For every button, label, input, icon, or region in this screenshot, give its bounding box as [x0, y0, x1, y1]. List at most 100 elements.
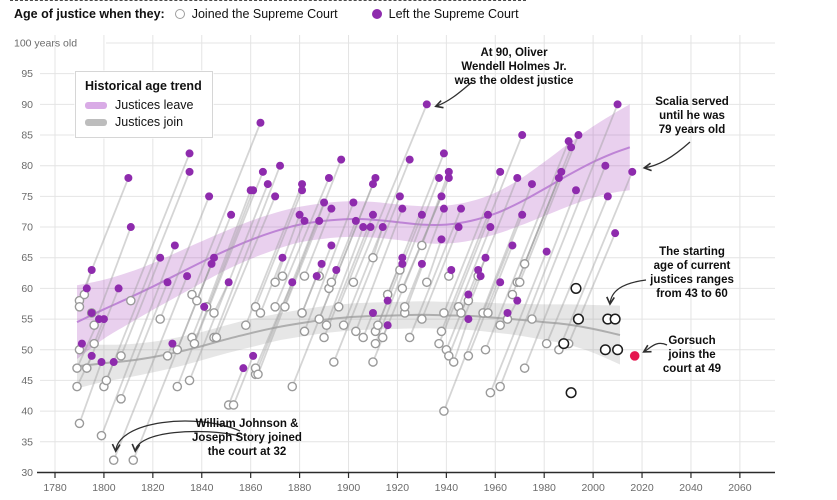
join-point[interactable] — [421, 277, 432, 288]
leave-point[interactable] — [417, 210, 426, 219]
join-point[interactable] — [240, 320, 251, 331]
leave-point[interactable] — [613, 100, 622, 109]
leave-point[interactable] — [327, 204, 336, 213]
join-point[interactable] — [507, 289, 518, 300]
leave-point[interactable] — [474, 265, 483, 274]
join-point[interactable] — [184, 375, 195, 386]
join-point[interactable] — [155, 314, 165, 324]
join-point[interactable] — [333, 302, 344, 312]
current-justice-point[interactable] — [612, 344, 624, 356]
join-point[interactable] — [253, 369, 263, 380]
join-point[interactable] — [348, 277, 359, 288]
join-point[interactable] — [101, 375, 112, 386]
join-point[interactable] — [368, 357, 378, 367]
leave-point[interactable] — [126, 223, 135, 232]
leave-point[interactable] — [170, 241, 179, 250]
join-point[interactable] — [108, 455, 119, 465]
leave-point[interactable] — [185, 167, 194, 176]
join-point[interactable] — [116, 351, 126, 361]
leave-point[interactable] — [476, 272, 485, 281]
leave-point[interactable] — [567, 143, 576, 152]
join-point[interactable] — [128, 455, 139, 465]
leave-point[interactable] — [603, 192, 612, 201]
join-point[interactable] — [314, 314, 324, 324]
leave-point[interactable] — [398, 204, 407, 213]
join-point[interactable] — [255, 308, 266, 318]
leave-point[interactable] — [351, 216, 360, 225]
leave-point[interactable] — [503, 308, 512, 317]
current-justice-point[interactable] — [565, 387, 577, 399]
leave-point[interactable] — [405, 155, 414, 164]
leave-point[interactable] — [383, 296, 392, 305]
leave-point[interactable] — [263, 180, 272, 189]
join-point[interactable] — [439, 406, 449, 416]
leave-point[interactable] — [611, 229, 620, 238]
leave-point[interactable] — [337, 155, 346, 164]
join-point[interactable] — [89, 338, 99, 349]
join-point[interactable] — [89, 320, 99, 331]
leave-point[interactable] — [513, 296, 522, 305]
leave-point[interactable] — [513, 173, 522, 182]
leave-point[interactable] — [496, 167, 505, 176]
leave-point[interactable] — [383, 321, 392, 330]
leave-point[interactable] — [300, 216, 309, 225]
leave-point[interactable] — [542, 247, 551, 256]
leave-point[interactable] — [312, 272, 321, 281]
leave-point[interactable] — [209, 253, 218, 262]
leave-point[interactable] — [168, 339, 177, 348]
leave-point[interactable] — [527, 180, 536, 189]
join-point[interactable] — [81, 363, 92, 373]
leave-point[interactable] — [481, 253, 490, 262]
join-point[interactable] — [444, 351, 454, 361]
join-point[interactable] — [321, 320, 332, 331]
leave-point[interactable] — [249, 351, 258, 360]
join-point[interactable] — [250, 302, 261, 312]
leave-point[interactable] — [278, 253, 287, 262]
leave-point[interactable] — [163, 278, 172, 287]
leave-point[interactable] — [398, 259, 407, 268]
current-justice-point[interactable] — [572, 313, 584, 325]
leave-point[interactable] — [444, 173, 453, 182]
leave-point[interactable] — [574, 131, 583, 140]
leave-point[interactable] — [368, 210, 377, 219]
leave-point[interactable] — [288, 278, 297, 287]
join-point[interactable] — [277, 271, 288, 281]
join-point[interactable] — [299, 326, 310, 337]
join-point[interactable] — [397, 283, 408, 294]
leave-point[interactable] — [224, 278, 233, 287]
leave-point[interactable] — [564, 137, 573, 146]
leave-point[interactable] — [185, 149, 194, 158]
leave-point[interactable] — [483, 210, 492, 219]
leave-point[interactable] — [454, 223, 463, 232]
leave-point[interactable] — [518, 210, 527, 219]
join-point[interactable] — [404, 332, 415, 343]
leave-point[interactable] — [87, 308, 96, 317]
join-point[interactable] — [228, 400, 239, 410]
leave-point[interactable] — [256, 118, 265, 127]
join-point[interactable] — [351, 326, 361, 337]
join-point[interactable] — [527, 314, 537, 324]
join-point[interactable] — [270, 277, 280, 288]
join-point[interactable] — [189, 338, 200, 349]
current-justice-point[interactable] — [558, 338, 570, 350]
join-point[interactable] — [209, 308, 219, 318]
join-point[interactable] — [417, 314, 427, 324]
join-point[interactable] — [495, 381, 505, 392]
leave-point[interactable] — [571, 186, 580, 195]
join-point[interactable] — [72, 381, 82, 392]
join-point[interactable] — [270, 302, 280, 312]
join-point[interactable] — [399, 302, 410, 312]
join-point[interactable] — [370, 338, 381, 349]
leave-point[interactable] — [496, 278, 505, 287]
leave-point[interactable] — [327, 241, 336, 250]
join-point[interactable] — [485, 387, 496, 398]
join-point[interactable] — [116, 394, 126, 404]
join-point[interactable] — [280, 302, 290, 312]
join-point[interactable] — [436, 326, 447, 337]
leave-point[interactable] — [298, 180, 307, 189]
leave-point[interactable] — [422, 100, 431, 109]
join-point[interactable] — [417, 240, 427, 251]
leave-point[interactable] — [378, 223, 387, 232]
leave-point[interactable] — [486, 223, 495, 232]
join-point[interactable] — [519, 259, 530, 269]
